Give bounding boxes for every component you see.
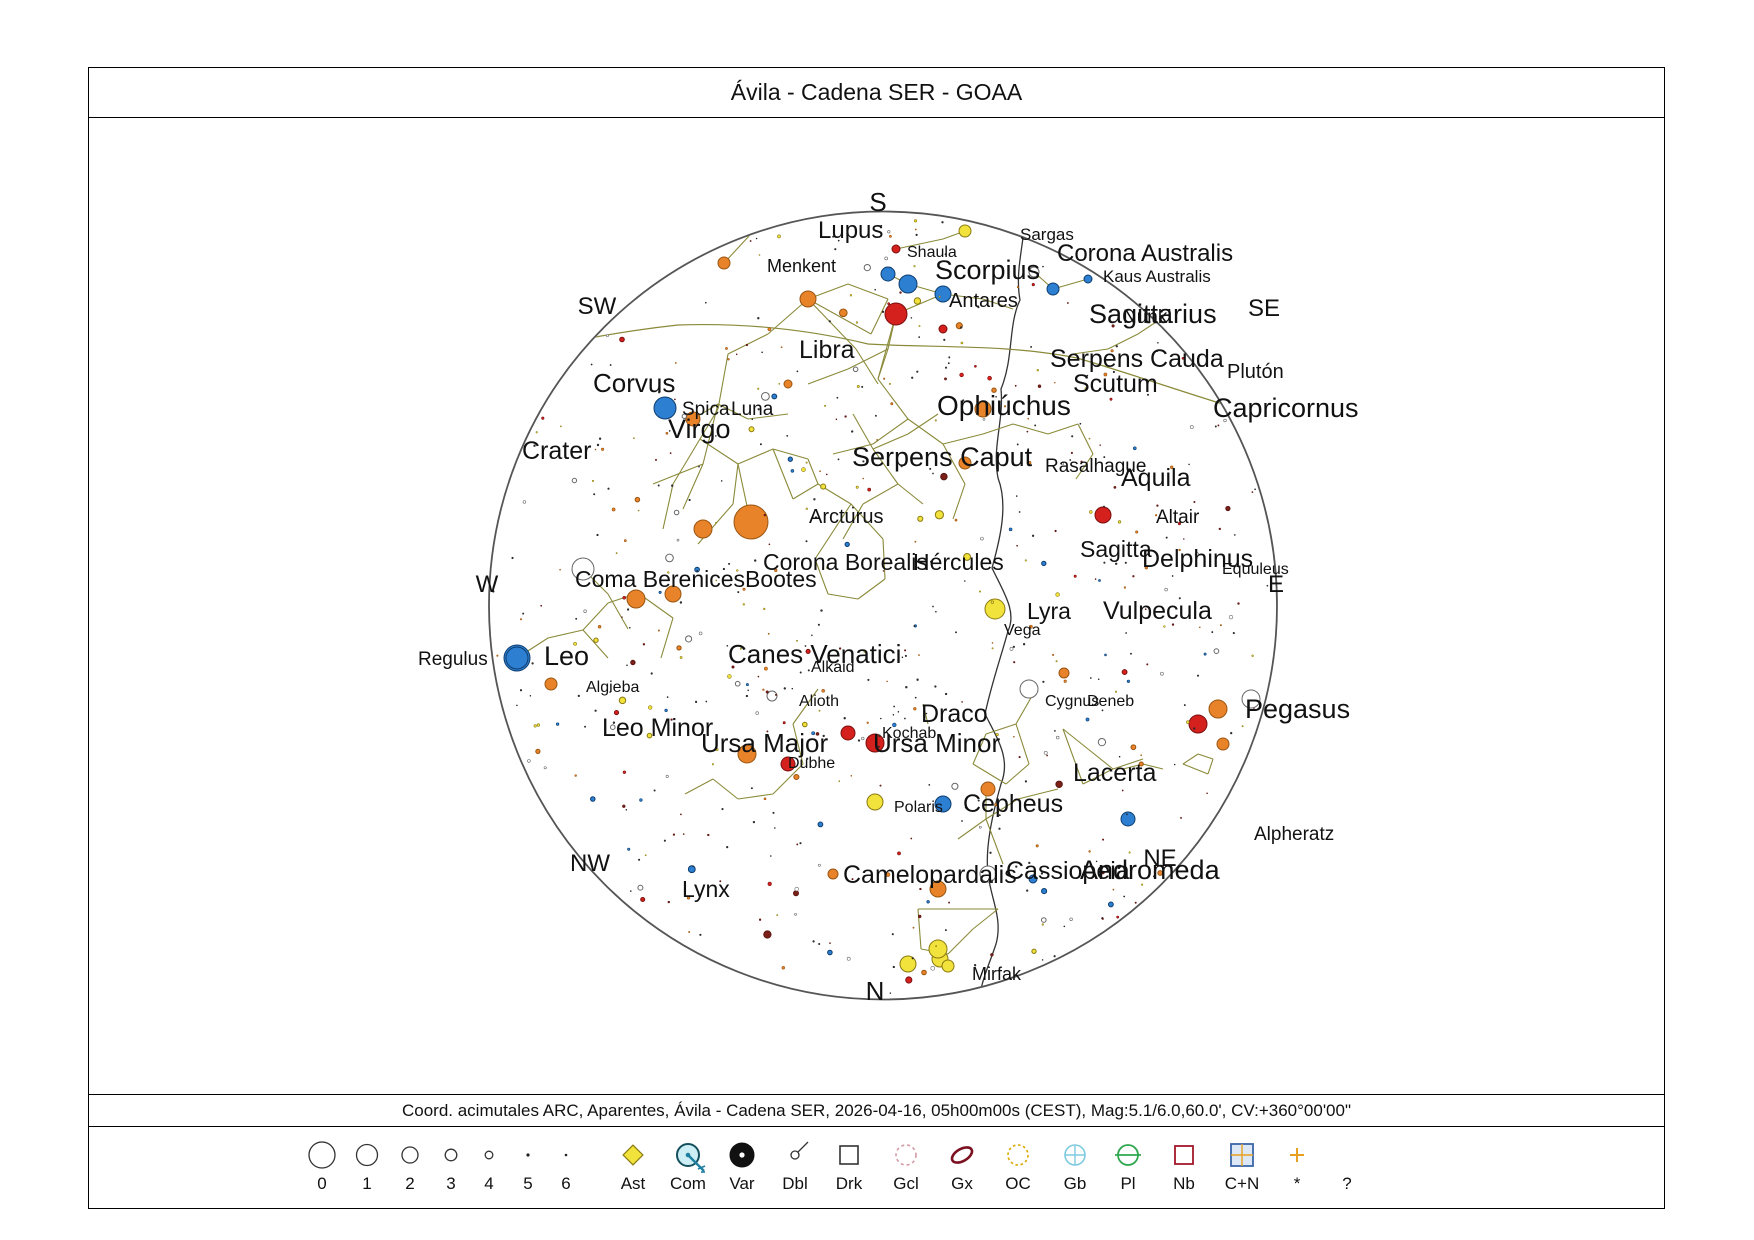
svg-text:Drk: Drk bbox=[836, 1174, 863, 1193]
svg-text:Plutón: Plutón bbox=[1227, 361, 1284, 383]
svg-text:NW: NW bbox=[570, 850, 610, 877]
svg-text:Lyra: Lyra bbox=[1027, 598, 1071, 624]
svg-text:Var: Var bbox=[729, 1174, 755, 1193]
svg-text:3: 3 bbox=[446, 1174, 455, 1193]
svg-text:Bootes: Bootes bbox=[745, 566, 817, 592]
svg-text:C+N: C+N bbox=[1225, 1174, 1259, 1193]
svg-text:Alioth: Alioth bbox=[799, 693, 839, 710]
svg-text:Ophiúchus: Ophiúchus bbox=[937, 390, 1071, 421]
svg-text:Leo Minor: Leo Minor bbox=[602, 714, 713, 742]
svg-text:N: N bbox=[866, 976, 885, 1006]
svg-text:Capricornus: Capricornus bbox=[1213, 393, 1359, 423]
svg-text:Menkent: Menkent bbox=[767, 256, 836, 276]
svg-text:Nb: Nb bbox=[1173, 1174, 1195, 1193]
svg-text:Sargas: Sargas bbox=[1020, 225, 1074, 244]
svg-text:Com: Com bbox=[670, 1174, 706, 1193]
svg-text:Shaula: Shaula bbox=[907, 244, 957, 261]
svg-text:Dbl: Dbl bbox=[782, 1174, 808, 1193]
svg-text:Cepheus: Cepheus bbox=[963, 790, 1063, 818]
svg-text:Luna: Luna bbox=[731, 399, 774, 420]
svg-text:Gx: Gx bbox=[951, 1174, 973, 1193]
svg-text:Pegasus: Pegasus bbox=[1245, 694, 1350, 724]
svg-text:Lacerta: Lacerta bbox=[1073, 759, 1156, 787]
svg-text:5: 5 bbox=[523, 1174, 532, 1193]
svg-text:0: 0 bbox=[317, 1174, 326, 1193]
svg-text:Ast: Ast bbox=[621, 1174, 646, 1193]
svg-text:Hércules: Hércules bbox=[913, 549, 1004, 575]
svg-text:Kochab: Kochab bbox=[882, 725, 936, 742]
svg-text:Corona Australis: Corona Australis bbox=[1057, 240, 1233, 267]
svg-text:4: 4 bbox=[484, 1174, 493, 1193]
svg-text:Algieba: Algieba bbox=[586, 679, 639, 696]
svg-text:Gcl: Gcl bbox=[893, 1174, 919, 1193]
svg-text:Kaus Australis: Kaus Australis bbox=[1103, 267, 1211, 286]
svg-text:W: W bbox=[476, 571, 499, 598]
svg-text:Polaris: Polaris bbox=[894, 799, 943, 816]
svg-text:Deneb: Deneb bbox=[1087, 693, 1134, 710]
svg-text:SW: SW bbox=[578, 293, 617, 320]
svg-text:Altair: Altair bbox=[1156, 507, 1200, 528]
svg-text:Libra: Libra bbox=[799, 336, 855, 364]
svg-text:Lupus: Lupus bbox=[818, 217, 883, 244]
svg-text:1: 1 bbox=[362, 1174, 371, 1193]
svg-text:Camelopardalis: Camelopardalis bbox=[843, 861, 1017, 889]
svg-text:Corvus: Corvus bbox=[593, 368, 675, 398]
svg-text:*: * bbox=[1294, 1174, 1301, 1193]
svg-text:NE: NE bbox=[1143, 845, 1176, 872]
svg-text:Alpheratz: Alpheratz bbox=[1254, 824, 1334, 845]
svg-text:Pl: Pl bbox=[1120, 1174, 1135, 1193]
svg-text:2: 2 bbox=[405, 1174, 414, 1193]
svg-text:Vulpecula: Vulpecula bbox=[1103, 597, 1212, 625]
svg-text:Aquila: Aquila bbox=[1121, 464, 1191, 492]
svg-text:Ursa Major: Ursa Major bbox=[701, 728, 828, 758]
svg-text:E: E bbox=[1268, 571, 1284, 598]
svg-text:Arcturus: Arcturus bbox=[809, 506, 883, 528]
svg-text:Lynx: Lynx bbox=[682, 876, 730, 902]
svg-text:Crater: Crater bbox=[522, 437, 591, 465]
svg-text:Vega: Vega bbox=[1004, 622, 1041, 639]
svg-text:Nunki: Nunki bbox=[1123, 307, 1172, 328]
svg-text:Antares: Antares bbox=[949, 290, 1018, 312]
svg-text:Serpens Caput: Serpens Caput bbox=[852, 442, 1033, 472]
svg-text:Virgo: Virgo bbox=[668, 414, 731, 444]
svg-text:Scutum: Scutum bbox=[1073, 370, 1158, 398]
svg-text:?: ? bbox=[1342, 1174, 1351, 1193]
svg-text:Dubhe: Dubhe bbox=[788, 755, 835, 772]
svg-text:SE: SE bbox=[1248, 295, 1280, 322]
svg-text:OC: OC bbox=[1005, 1174, 1031, 1193]
svg-text:6: 6 bbox=[561, 1174, 570, 1193]
svg-text:Alkaid: Alkaid bbox=[811, 659, 855, 676]
svg-text:Leo: Leo bbox=[544, 641, 589, 671]
svg-text:Coma Berenices: Coma Berenices bbox=[575, 566, 745, 592]
svg-text:Serpens Cauda: Serpens Cauda bbox=[1050, 345, 1224, 373]
svg-text:Regulus: Regulus bbox=[418, 649, 488, 670]
svg-text:Mirfak: Mirfak bbox=[972, 964, 1022, 984]
svg-text:Gb: Gb bbox=[1064, 1174, 1087, 1193]
svg-text:Draco: Draco bbox=[921, 700, 988, 728]
svg-text:S: S bbox=[869, 187, 886, 217]
